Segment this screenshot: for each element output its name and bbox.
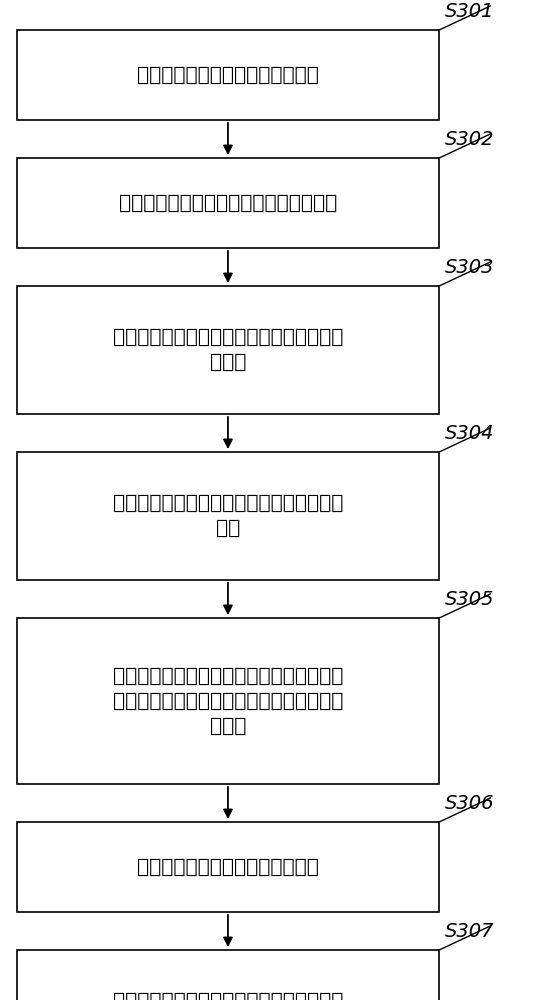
Text: S304: S304	[445, 424, 494, 443]
Text: 以一摄像头现场采集目标人脸图片: 以一摄像头现场采集目标人脸图片	[137, 66, 319, 85]
Text: S303: S303	[445, 258, 494, 277]
Text: 由二维码生成器输出承载人脸认证信息的二
维码: 由二维码生成器输出承载人脸认证信息的二 维码	[113, 992, 343, 1000]
Text: 对所述人脸特征数据和所述授权信息生成校
验码: 对所述人脸特征数据和所述授权信息生成校 验码	[113, 494, 343, 538]
Text: 根据二维码最大支持容量对所述人脸特征数
据、所述授权信息和所述校验码一起进行压
缩处理: 根据二维码最大支持容量对所述人脸特征数 据、所述授权信息和所述校验码一起进行压 …	[113, 666, 343, 736]
Text: 从所述目标人脸图片中提取人脸特征数据: 从所述目标人脸图片中提取人脸特征数据	[119, 194, 337, 213]
Text: 根据预设的策略为所述人脸特征数据生成授
权信息: 根据预设的策略为所述人脸特征数据生成授 权信息	[113, 328, 343, 372]
Bar	[17, 286, 439, 414]
Bar	[17, 950, 439, 1000]
Text: S307: S307	[445, 922, 494, 941]
Text: S306: S306	[445, 794, 494, 813]
Bar	[17, 30, 439, 120]
Text: S305: S305	[445, 590, 494, 609]
Text: 将压缩后的数据输入二维码生成器: 将压缩后的数据输入二维码生成器	[137, 857, 319, 876]
Bar	[17, 822, 439, 912]
Text: S302: S302	[445, 130, 494, 149]
Bar	[17, 618, 439, 784]
Bar	[17, 158, 439, 248]
Bar	[17, 452, 439, 580]
Text: S301: S301	[445, 2, 494, 21]
